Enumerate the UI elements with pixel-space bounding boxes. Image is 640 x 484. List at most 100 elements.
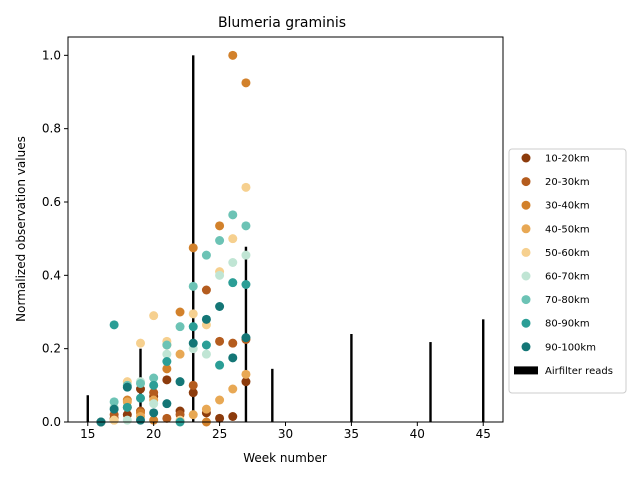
point-50-60km-9 [228,234,238,244]
legend-label-airfilter: Airfilter reads [545,366,613,377]
airfilter-bar-4 [271,368,274,422]
legend-label-2: 30-40km [545,201,590,212]
point-40-50km-7 [201,404,211,414]
point-90-100km-3 [136,415,145,425]
point-30-40km-5 [188,243,198,253]
point-20-30km-4 [162,413,172,423]
point-80-90km-8 [201,340,211,350]
point-20-30km-8 [215,336,225,346]
y-tick-label-0: 0.0 [42,415,61,429]
point-90-100km-8 [201,314,211,324]
point-20-30km-7 [201,285,211,295]
point-60-70km-4 [162,349,172,359]
scatter-points [96,50,251,427]
legend-marker-4 [521,247,531,257]
airfilter-bar-0 [86,395,89,422]
point-50-60km-3 [149,311,159,321]
legend-marker-8 [521,342,531,352]
airfilter-bar-7 [482,319,485,422]
point-90-100km-11 [241,333,251,343]
point-20-30km-3 [149,388,159,398]
point-70-80km-3 [149,373,159,383]
point-60-70km-3 [149,399,159,409]
point-60-70km-10 [241,250,251,260]
point-80-90km-11 [241,280,251,289]
point-80-90km-9 [215,360,225,370]
point-70-80km-5 [175,322,185,332]
point-90-100km-10 [228,353,238,363]
point-80-90km-5 [162,357,172,366]
point-50-60km-10 [241,182,251,192]
point-50-60km-2 [136,338,145,348]
y-tick-label-3: 0.6 [42,195,61,209]
point-10-20km-11 [241,377,251,387]
point-90-100km-7 [188,338,198,348]
point-80-90km-1 [109,320,119,330]
airfilter-bars [86,55,485,422]
point-70-80km-2 [136,379,145,388]
point-50-60km-6 [188,309,198,319]
y-tick-label-5: 1.0 [42,48,61,62]
point-30-40km-7 [215,221,225,231]
point-80-90km-7 [188,322,198,332]
point-10-20km-10 [228,412,238,421]
point-30-40km-9 [241,78,251,88]
point-90-100km-2 [122,382,132,392]
airfilter-bar-2 [192,55,195,422]
point-70-80km-0 [109,397,119,407]
legend-marker-7 [521,318,531,328]
point-70-80km-9 [228,210,238,220]
legend-marker-0 [521,153,531,163]
point-20-30km-6 [188,380,198,390]
legend-label-3: 40-50km [545,224,590,235]
x-tick-label-6: 45 [476,427,491,441]
legend-box [508,148,627,394]
legend-label-4: 50-60km [545,248,590,259]
point-30-40km-4 [175,307,185,317]
point-70-80km-10 [241,221,251,231]
y-axis-label: Normalized observation values [14,136,28,322]
point-80-90km-2 [122,402,132,412]
legend-label-8: 90-100km [545,342,596,353]
x-tick-label-4: 35 [344,427,359,441]
point-70-80km-7 [201,250,211,260]
point-40-50km-9 [228,384,238,394]
x-tick-label-5: 40 [410,427,425,441]
point-40-50km-5 [175,349,185,359]
point-30-40km-3 [162,364,172,374]
point-70-80km-8 [215,236,225,245]
point-20-30km-9 [228,338,238,348]
legend-label-6: 70-80km [545,295,590,306]
legend-marker-airfilter [514,366,538,375]
legend-marker-5 [521,271,531,281]
plot-area-frame [67,36,504,423]
point-80-90km-4 [149,380,159,390]
x-axis-ticks: 15 20 25 30 35 40 45 [80,422,491,441]
point-60-70km-1 [122,415,132,425]
point-60-70km-9 [228,258,238,267]
legend-marker-6 [521,295,531,305]
point-40-50km-6 [188,410,198,420]
legend-label-0: 10-20km [545,154,590,165]
legend-label-1: 20-30km [545,177,590,188]
point-60-70km-7 [201,349,211,359]
point-30-40km-8 [228,50,238,60]
legend-marker-2 [521,200,531,210]
legend-marker-1 [521,177,531,187]
point-60-70km-8 [215,270,225,280]
point-40-50km-8 [215,395,225,405]
x-tick-label-1: 20 [146,427,161,441]
point-10-20km-9 [215,413,225,423]
point-70-80km-6 [188,281,198,291]
legend: 10-20km 20-30km 30-40km 40-50km 50-60km 60-70… [508,148,627,394]
x-tick-label-0: 15 [80,427,95,441]
point-40-50km-10 [241,369,251,379]
point-90-100km-4 [149,408,159,418]
airfilter-bar-6 [429,342,432,422]
point-70-80km-4 [162,340,172,350]
chart-title: Blumeria graminis [218,15,346,31]
point-80-90km-10 [228,278,238,288]
y-tick-label-4: 0.8 [42,122,61,136]
point-10-20km-7 [188,388,198,398]
